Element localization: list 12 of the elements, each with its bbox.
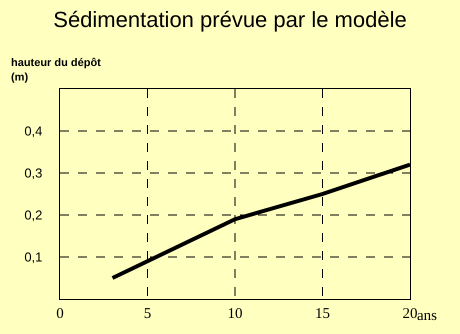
y-tick-label: 0,1	[24, 250, 42, 265]
x-tick-label: 20	[402, 306, 418, 322]
x-tick-label: 0	[56, 306, 64, 322]
x-tick-label: 5	[144, 306, 152, 322]
x-tick-label: 15	[315, 306, 330, 322]
y-axis-title: hauteur du dépôt (m)	[11, 57, 102, 84]
y-tick-label: 0,2	[24, 208, 42, 223]
y-tick-label: 0,4	[24, 124, 42, 139]
x-tick-label: 10	[228, 306, 242, 322]
y-tick-label: 0,3	[24, 166, 42, 181]
x-axis-title: ans	[417, 308, 438, 324]
chart-title: Sédimentation prévue par le modèle	[53, 7, 407, 32]
